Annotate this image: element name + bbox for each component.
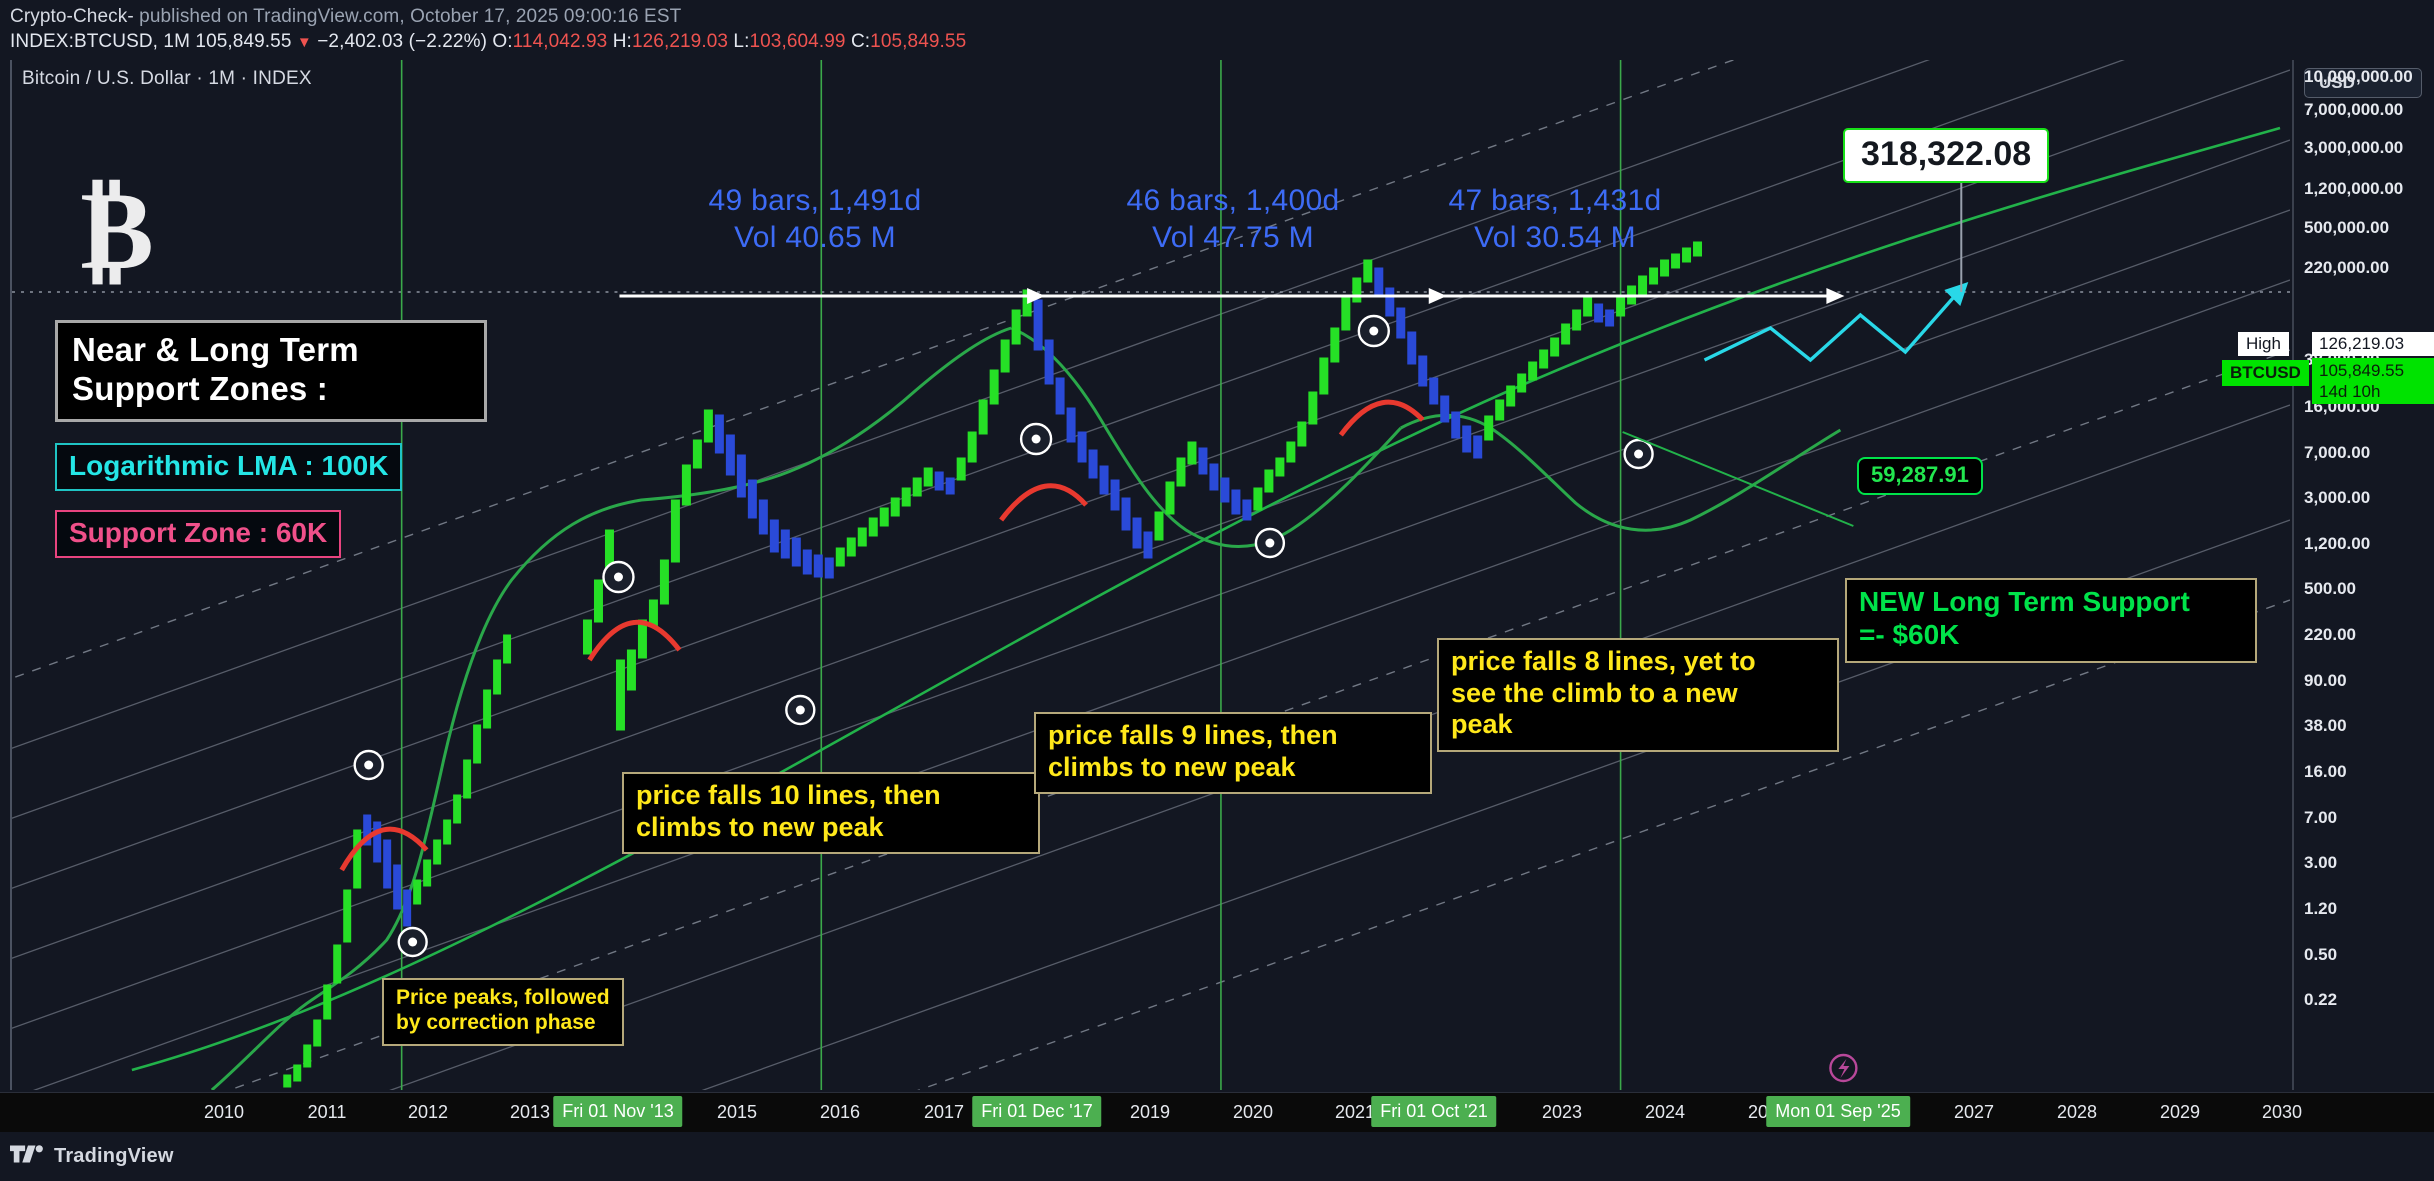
svg-text:₿: ₿ (80, 178, 153, 288)
time-tick[interactable]: 2017 (923, 1102, 965, 1122)
tradingview-brand: TradingView (54, 1145, 174, 1167)
support-pin-connector (1622, 431, 1854, 527)
close-value: 105,849.55 (870, 31, 967, 52)
time-tick[interactable]: 2027 (1953, 1102, 1995, 1122)
price-tick: 90.00 (2304, 671, 2347, 690)
time-tick[interactable]: 2029 (2159, 1102, 2201, 1122)
support-zones-title-box: Near & Long Term Support Zones : (55, 320, 487, 422)
publication-info: published on TradingView.com, October 17… (139, 6, 682, 27)
time-tick-highlighted[interactable]: Fri 01 Oct '21 (1371, 1096, 1497, 1127)
cycle-1-stats: 49 bars, 1,491d Vol 40.65 M (708, 184, 922, 254)
open-label: O: (492, 31, 513, 52)
price-tick: 1,200.00 (2304, 534, 2371, 553)
logarithmic-lma-box: Logarithmic LMA : 100K (55, 443, 403, 491)
low-label: L: (733, 31, 750, 52)
currency-badge[interactable]: USD (2304, 68, 2422, 98)
price-tick: 220.00 (2304, 625, 2356, 644)
price-target-label: 318,322.08 (1843, 128, 2050, 183)
high-tag: High (2238, 332, 2289, 356)
cycle-measure-arrows (619, 288, 1845, 304)
time-tick-highlighted[interactable]: Fri 01 Nov '13 (553, 1096, 683, 1127)
bar-countdown: 14d 10h (2319, 382, 2381, 401)
time-tick[interactable]: 2012 (407, 1102, 449, 1122)
low-value: 103,604.99 (749, 31, 846, 52)
time-tick[interactable]: 2013 (509, 1102, 551, 1122)
price-tick: 1,200,000.00 (2304, 179, 2404, 198)
support-zone-box: Support Zone : 60K (55, 510, 342, 558)
event-marker-icon (1829, 1053, 1858, 1083)
ohlc-line: INDEX:BTCUSD, 1M 105,849.55 ▼ −2,402.03 … (10, 29, 2434, 55)
lma-curve-1 (210, 326, 1012, 1090)
tradingview-logo-icon (10, 1143, 44, 1170)
price-tick: 0.22 (2304, 990, 2338, 1009)
price-change: −2,402.03 (−2.22%) (317, 31, 487, 52)
time-tick[interactable]: 2030 (2261, 1102, 2303, 1122)
pivot-markers (353, 314, 1654, 958)
time-tick[interactable]: 2019 (1129, 1102, 1171, 1122)
time-tick[interactable]: 2021 (1334, 1102, 1376, 1122)
time-axis[interactable]: 2010 2011 2012 2013 Fri 01 Nov '13 2015 2016 20… (0, 1092, 2434, 1132)
falls-9-lines-note: price falls 9 lines, then climbs to new … (1034, 712, 1432, 795)
chart-plot-area[interactable] (10, 60, 2290, 1090)
time-tick[interactable]: 2024 (1644, 1102, 1686, 1122)
time-tick[interactable]: 2010 (203, 1102, 245, 1122)
price-tick: 500.00 (2304, 579, 2356, 598)
close-label: C: (850, 31, 871, 52)
time-tick[interactable]: 2015 (716, 1102, 758, 1122)
time-tick[interactable]: 2020 (1232, 1102, 1274, 1122)
chart-header: Crypto-Check- published on TradingView.c… (0, 0, 2434, 58)
symbol-tag: BTCUSD (2222, 360, 2309, 386)
time-tick-highlighted[interactable]: Mon 01 Sep '25 (1766, 1096, 1910, 1127)
cycle-3-stats: 47 bars, 1,431d Vol 30.54 M (1448, 184, 1662, 254)
high-value: 126,219.03 (631, 31, 729, 52)
lma-curve-2 (1010, 326, 1402, 548)
footer-bar: TradingView (0, 1132, 2434, 1181)
down-arrow-icon: ▼ (296, 34, 312, 51)
price-peaks-note: Price peaks, followed by correction phas… (382, 978, 624, 1047)
publication-line: Crypto-Check- published on TradingView.c… (10, 4, 2434, 29)
price-axis[interactable]: USD 10,000,000.00 7,000,000.00 3,000,000.0… (2222, 60, 2434, 1090)
price-tick: 3,000.00 (2304, 488, 2371, 507)
price-tick: 7,000.00 (2304, 443, 2371, 462)
high-price-label: 126,219.03 (2312, 332, 2434, 356)
chart-graphics (12, 60, 2290, 1090)
price-tick: 220,000.00 (2304, 258, 2390, 277)
price-tick: 1.20 (2304, 899, 2338, 918)
regression-channel-dashed (12, 60, 2290, 1090)
price-tick: 16.00 (2304, 762, 2347, 781)
new-long-term-support-note: NEW Long Term Support =- $60K (1845, 578, 2257, 663)
last-price: 105,849.55 (195, 31, 292, 52)
candlestick-series (283, 241, 1703, 1088)
time-tick[interactable]: 2011 (307, 1102, 347, 1122)
open-value: 114,042.93 (512, 31, 608, 52)
time-tick[interactable]: 2023 (1541, 1102, 1583, 1122)
price-tick: 38.00 (2304, 716, 2347, 735)
price-tick: 7,000,000.00 (2304, 100, 2404, 119)
time-tick[interactable]: 2028 (2056, 1102, 2098, 1122)
high-label: H: (612, 31, 632, 52)
support-price-pin: 59,287.91 (1857, 457, 1983, 495)
falls-8-lines-note: price falls 8 lines, yet to see the clim… (1437, 638, 1839, 752)
current-price-value: 105,849.55 (2319, 361, 2405, 380)
symbol-label[interactable]: INDEX:BTCUSD, 1M (10, 31, 191, 52)
author-name: Crypto-Check- (10, 6, 134, 27)
time-tick-highlighted[interactable]: Fri 01 Dec '17 (972, 1096, 1102, 1127)
cycle-2-stats: 46 bars, 1,400d Vol 47.75 M (1126, 184, 1340, 254)
price-tick: 7.00 (2304, 808, 2338, 827)
long-term-support-curve (131, 126, 2281, 1072)
peak-arc-markers (339, 399, 1425, 872)
chart-symbol-title: Bitcoin / U.S. Dollar · 1M · INDEX (22, 68, 312, 89)
bitcoin-logo: ₿ (62, 169, 172, 291)
price-tick: 10,000,000.00 (2304, 67, 2413, 86)
falls-10-lines-note: price falls 10 lines, then climbs to new… (622, 772, 1040, 855)
price-tick: 0.50 (2304, 945, 2338, 964)
price-tick: 3.00 (2304, 853, 2338, 872)
price-tick: 3,000,000.00 (2304, 138, 2404, 157)
current-price-label: 105,849.55 14d 10h (2312, 358, 2434, 404)
price-tick: 500,000.00 (2304, 218, 2390, 237)
time-tick[interactable]: 2016 (819, 1102, 861, 1122)
